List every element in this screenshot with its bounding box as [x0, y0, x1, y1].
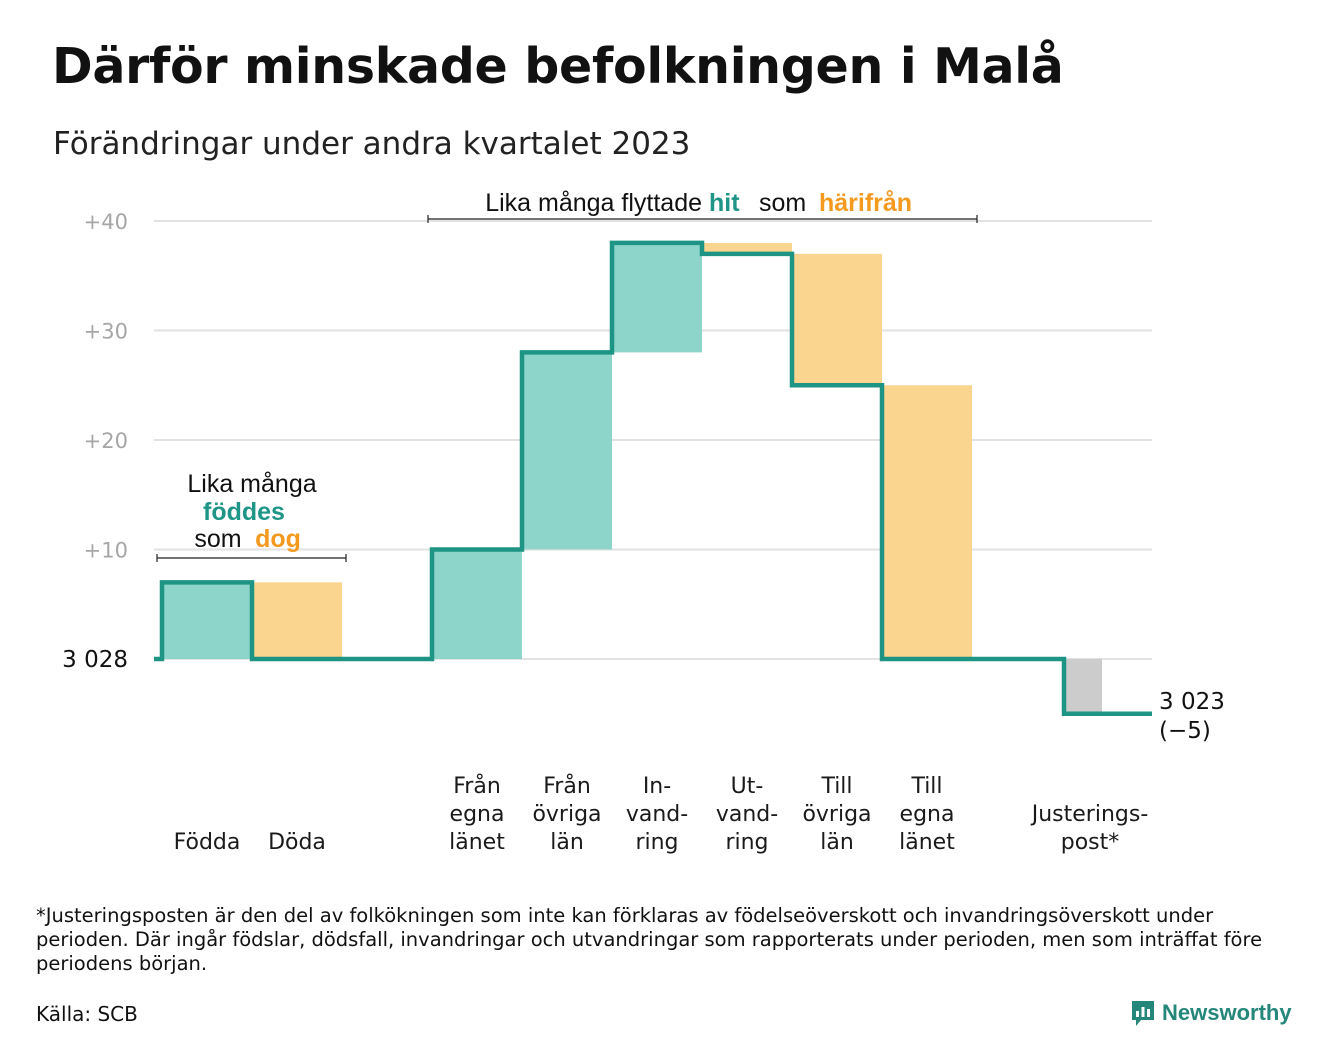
births-deaths-bracket — [156, 554, 347, 562]
bar-frånövrigalän — [522, 352, 612, 550]
births-deaths-som: som — [194, 525, 241, 553]
y-tick-label: +40 — [84, 210, 128, 234]
category-label: Döda — [268, 830, 326, 855]
migration-annotation: Lika många flyttade hit som härifrån — [427, 189, 978, 223]
population-step-line — [154, 240, 1152, 716]
bar-tillövrigalän — [792, 253, 882, 386]
y-tick-label: +30 — [84, 320, 128, 344]
category-label: övriga — [802, 802, 871, 827]
category-label: länet — [449, 830, 505, 855]
category-label: län — [820, 830, 854, 855]
bar-födda — [162, 582, 252, 659]
start-value-label: 3 028 — [62, 647, 128, 673]
waterfall-chart: +10 +20 +30 +40 Födda Döda Från egna länet Från ö… — [62, 189, 1225, 855]
migration-prefix: Lika många flyttade — [485, 189, 702, 217]
chart-subtitle: Förändringar under andra kvartalet 2023 — [53, 126, 691, 162]
bar-frånegnalänet — [432, 549, 522, 659]
category-label: In- — [643, 774, 671, 799]
category-label: övriga — [532, 802, 601, 827]
end-value-label: 3 023 — [1159, 689, 1225, 715]
born-highlight: föddes — [203, 498, 285, 526]
category-label: Till — [820, 774, 852, 799]
x-axis-labels: Födda Döda Från egna länet Från övriga län In-va… — [174, 773, 1149, 855]
migration-bracket — [427, 215, 978, 223]
source-label: Källa: SCB — [36, 1002, 138, 1026]
category-label: egna — [450, 802, 505, 827]
bars — [162, 242, 1102, 714]
bar-tillegnalänet — [882, 385, 972, 659]
brand-name: Newsworthy — [1162, 1000, 1292, 1025]
migration-som: som — [759, 189, 806, 217]
category-label: egna — [900, 802, 955, 827]
category-label: Justerings- — [1030, 802, 1149, 827]
change-value-label: (−5) — [1159, 718, 1211, 744]
step-line — [154, 240, 1152, 716]
category-label: Från — [543, 773, 591, 799]
died-highlight: dog — [255, 525, 301, 553]
category-label: Till — [910, 774, 942, 799]
births-deaths-annotation: Lika många föddes som dog — [156, 470, 347, 562]
y-axis-ticks: +10 +20 +30 +40 — [84, 210, 128, 563]
chart-bubble-icon — [1132, 1001, 1154, 1026]
bar-döda — [252, 582, 342, 659]
category-label: Ut- — [731, 774, 764, 799]
chart-title: Därför minskade befolkningen i Malå — [52, 38, 1064, 95]
births-deaths-line1: Lika många — [187, 470, 316, 498]
category-label: vand- — [716, 802, 778, 827]
bar-invandring — [612, 242, 702, 353]
category-label: post* — [1061, 830, 1120, 855]
category-label: ring — [725, 830, 768, 855]
category-label: Födda — [174, 830, 241, 855]
end-labels: 3 028 3 023 (−5) — [62, 647, 1225, 744]
bar-justeringspost — [1062, 659, 1102, 714]
from-highlight: härifrån — [819, 189, 912, 217]
category-label: ring — [635, 830, 678, 855]
category-label: län — [550, 830, 584, 855]
newsworthy-logo[interactable]: Newsworthy — [1130, 999, 1292, 1027]
y-tick-label: +10 — [84, 539, 128, 563]
hit-highlight: hit — [709, 189, 740, 217]
bar-utvandring — [702, 242, 792, 254]
category-label: länet — [899, 830, 955, 855]
y-tick-label: +20 — [84, 429, 128, 453]
category-label: Från — [453, 773, 501, 799]
category-label: vand- — [626, 802, 688, 827]
footnote: *Justeringsposten är den del av folkökni… — [36, 904, 1263, 975]
